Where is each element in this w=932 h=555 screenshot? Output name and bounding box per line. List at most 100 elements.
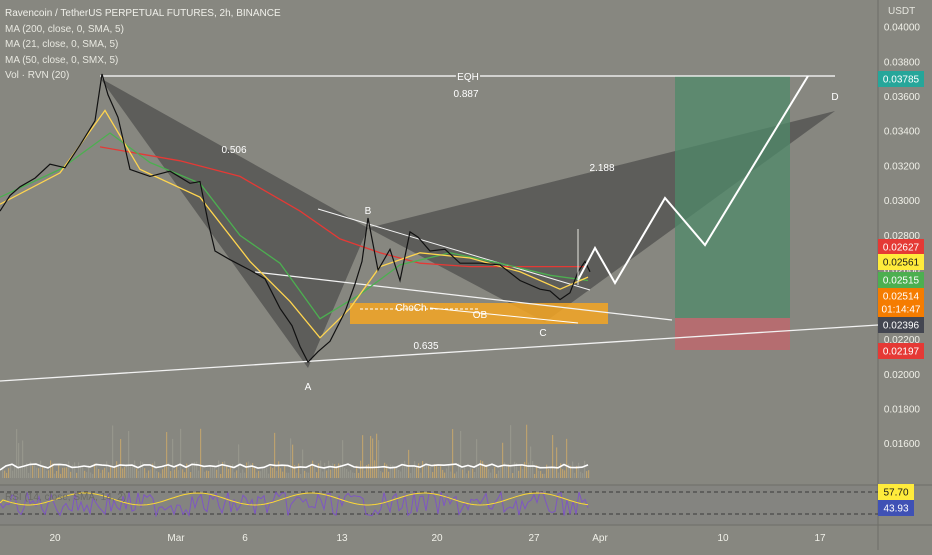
volume-bar — [440, 466, 442, 478]
volume-bar — [278, 461, 280, 478]
volume-bar — [528, 462, 530, 478]
volume-bar — [236, 470, 238, 478]
volume-bar — [302, 449, 304, 478]
price-tag-text: 0.03785 — [883, 75, 920, 86]
volume-bar — [564, 470, 566, 478]
volume-bar — [486, 464, 488, 478]
price-tag: 0.02561 — [878, 254, 924, 270]
volume-bar — [116, 461, 118, 478]
volume-bar — [98, 468, 100, 478]
volume-bar — [548, 468, 550, 478]
volume-bar — [58, 463, 60, 478]
y-tick-label: 0.02600 — [884, 266, 921, 277]
volume-bar — [242, 469, 244, 478]
volume-bar — [198, 470, 200, 478]
volume-bar — [518, 470, 520, 478]
volume-bar — [24, 466, 26, 478]
label-point-d: D — [831, 92, 838, 103]
y-tick-label: 0.03000 — [884, 196, 921, 207]
volume-bar — [488, 469, 490, 478]
symbol-title[interactable]: Ravencoin / TetherUS PERPETUAL FUTURES, … — [5, 8, 281, 19]
volume-bar — [532, 461, 534, 478]
volume-bar — [114, 467, 116, 478]
volume-bars — [2, 424, 590, 478]
volume-bar — [40, 460, 42, 478]
volume-bar — [52, 463, 54, 478]
volume-bar — [134, 460, 136, 478]
volume-legend[interactable]: Vol · RVN (20) — [5, 70, 70, 81]
price-tag-text: 0.02515 — [883, 276, 920, 287]
volume-bar — [406, 464, 408, 478]
volume-bar — [340, 464, 342, 478]
volume-bar — [66, 467, 68, 478]
y-tick-label: 0.01800 — [884, 404, 921, 415]
volume-bar — [2, 467, 4, 478]
volume-bar — [214, 465, 216, 478]
volume-bar — [216, 469, 218, 478]
volume-bar — [394, 467, 396, 478]
currency-label: USDT — [888, 6, 916, 17]
volume-bar — [296, 472, 298, 478]
volume-bar — [504, 462, 506, 478]
y-tick-label: 0.03800 — [884, 57, 921, 68]
volume-bar — [286, 472, 288, 478]
volume-bar — [170, 471, 172, 478]
volume-bar — [252, 463, 254, 478]
volume-bar — [110, 467, 112, 478]
volume-bar — [56, 470, 58, 478]
volume-bar — [124, 466, 126, 478]
x-tick-label: 6 — [242, 533, 248, 544]
volume-bar — [122, 468, 124, 478]
volume-bar — [14, 466, 16, 478]
volume-bar — [154, 461, 156, 478]
price-tag: 0.02514 — [878, 288, 924, 304]
volume-bar — [412, 465, 414, 478]
volume-bar — [478, 467, 480, 478]
volume-bar — [568, 463, 570, 478]
ma50-legend[interactable]: MA (50, close, 0, SMX, 5) — [5, 54, 119, 66]
volume-bar — [382, 472, 384, 478]
ob-line — [429, 307, 579, 324]
volume-bar — [282, 471, 284, 478]
volume-bar — [168, 462, 170, 478]
volume-bar — [328, 460, 330, 478]
volume-bar — [430, 466, 432, 478]
price-line — [0, 73, 591, 364]
volume-bar — [102, 469, 104, 478]
volume-bar — [510, 425, 512, 478]
volume-bar — [204, 471, 206, 478]
volume-bar — [520, 465, 522, 478]
x-tick-label: 27 — [528, 533, 540, 544]
volume-bar — [428, 465, 430, 478]
volume-bar — [424, 464, 426, 478]
x-tick-label: 10 — [717, 533, 729, 544]
rsi-legend[interactable]: RSI (14, close, SMA, 14, 2) — [5, 492, 127, 503]
x-axis[interactable]: 20 Mar 6 13 20 27 Apr 10 17 — [49, 533, 826, 544]
volume-bar — [324, 462, 326, 478]
volume-bar — [86, 472, 88, 478]
volume-bar — [304, 470, 306, 478]
volume-bar — [226, 465, 228, 478]
volume-bar — [300, 473, 302, 478]
volume-bar — [452, 429, 454, 478]
volume-bar — [104, 467, 106, 478]
volume-bar — [312, 460, 314, 478]
price-tag: 01:14:47 — [878, 301, 924, 317]
volume-bar — [194, 461, 196, 478]
volume-bar — [176, 465, 178, 478]
volume-bar — [342, 440, 344, 478]
volume-bar — [200, 428, 202, 478]
volume-bar — [80, 467, 82, 478]
volume-bar — [230, 465, 232, 478]
volume-bar — [558, 472, 560, 478]
volume-bar — [404, 460, 406, 478]
volume-bar — [228, 468, 230, 478]
ma21-legend[interactable]: MA (21, close, 0, SMA, 5) — [5, 39, 119, 50]
ma200-legend[interactable]: MA (200, close, 0, SMA, 5) — [5, 23, 124, 35]
volume-bar — [338, 463, 340, 478]
volume-bar — [438, 466, 440, 478]
volume-bar — [20, 466, 22, 478]
volume-bar — [476, 439, 478, 478]
